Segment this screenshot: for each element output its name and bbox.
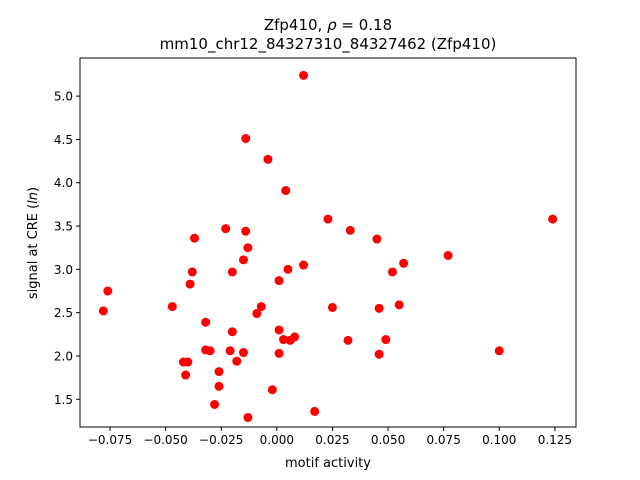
- chart-title-line1: Zfp410, ρ = 0.18: [264, 16, 392, 34]
- plot-area: −0.075 −0.050 −0.025 0.000 0.025 0.050 0.075 0.…: [54, 57, 577, 447]
- y-tick-label: 3.0: [54, 263, 73, 277]
- y-tick-label: 1.5: [54, 393, 73, 407]
- data-point-40: [225, 346, 235, 356]
- data-point-47: [232, 356, 242, 366]
- x-tick-label: 0.100: [482, 433, 516, 447]
- data-point-53: [310, 406, 320, 416]
- data-point-32: [227, 327, 237, 337]
- data-point-22: [103, 286, 113, 296]
- data-point-31: [274, 325, 284, 335]
- data-point-52: [210, 399, 220, 409]
- data-point-6: [221, 224, 231, 234]
- data-point-27: [374, 303, 384, 313]
- data-point-4: [548, 214, 558, 224]
- x-tick-label: 0.025: [315, 433, 349, 447]
- y-tick-label: 5.0: [54, 90, 73, 104]
- data-point-20: [274, 276, 284, 286]
- data-point-5: [323, 214, 333, 224]
- data-point-28: [98, 306, 108, 316]
- data-point-23: [394, 300, 404, 310]
- data-point-10: [372, 234, 382, 244]
- x-tick-label: 0.125: [538, 433, 572, 447]
- data-point-9: [190, 233, 200, 243]
- y-tick-label: 2.5: [54, 306, 73, 320]
- data-point-18: [187, 267, 197, 277]
- data-point-35: [285, 335, 295, 345]
- data-point-44: [374, 349, 384, 359]
- x-axis-label: motif activity: [285, 456, 371, 471]
- data-point-49: [181, 370, 191, 380]
- x-tick-label: 0.075: [426, 433, 460, 447]
- data-point-12: [443, 250, 453, 260]
- x-axis-ticks: −0.075 −0.050 −0.025 0.000 0.025 0.050 0.075 0.…: [88, 427, 572, 447]
- y-tick-label: 3.5: [54, 220, 73, 234]
- data-point-48: [214, 367, 224, 377]
- x-tick-label: −0.075: [88, 433, 132, 447]
- data-point-43: [274, 348, 284, 358]
- axes-frame: [79, 57, 577, 428]
- data-point-41: [494, 346, 504, 356]
- x-tick-label: 0.050: [371, 433, 405, 447]
- data-point-17: [227, 267, 237, 277]
- y-tick-label: 4.0: [54, 176, 73, 190]
- data-points: [98, 70, 558, 422]
- data-point-25: [256, 302, 266, 312]
- data-point-14: [399, 258, 409, 268]
- data-point-15: [299, 260, 309, 270]
- data-point-54: [243, 412, 253, 422]
- y-tick-label: 2.0: [54, 349, 73, 363]
- data-point-51: [267, 385, 277, 395]
- x-tick-label: 0.000: [260, 433, 294, 447]
- data-point-3: [281, 186, 291, 196]
- data-point-13: [238, 255, 248, 265]
- data-point-21: [185, 279, 195, 289]
- data-point-26: [327, 302, 337, 312]
- data-point-0: [299, 70, 309, 80]
- data-point-37: [381, 335, 391, 345]
- y-tick-label: 4.5: [54, 133, 73, 147]
- x-tick-label: −0.050: [143, 433, 187, 447]
- data-point-29: [252, 309, 262, 319]
- data-point-34: [279, 335, 289, 345]
- y-axis-ticks: 1.5 2.0 2.5 3.0 3.5 4.0 4.5 5.0: [54, 90, 80, 407]
- data-point-50: [214, 381, 224, 391]
- data-point-36: [343, 335, 353, 345]
- data-point-30: [201, 317, 211, 327]
- data-point-24: [167, 302, 177, 312]
- data-point-2: [263, 154, 273, 164]
- data-point-39: [205, 346, 215, 356]
- y-axis-label: signal at CRE (ln): [26, 187, 41, 299]
- data-point-19: [388, 267, 398, 277]
- data-point-46: [183, 357, 193, 367]
- x-tick-label: −0.025: [199, 433, 243, 447]
- data-point-11: [243, 243, 253, 253]
- data-point-42: [238, 348, 248, 358]
- chart-title-line2: mm10_chr12_84327310_84327462 (Zfp410): [160, 35, 497, 54]
- data-point-7: [345, 225, 355, 235]
- data-point-8: [241, 226, 251, 236]
- data-point-16: [283, 264, 293, 274]
- data-point-1: [241, 134, 251, 144]
